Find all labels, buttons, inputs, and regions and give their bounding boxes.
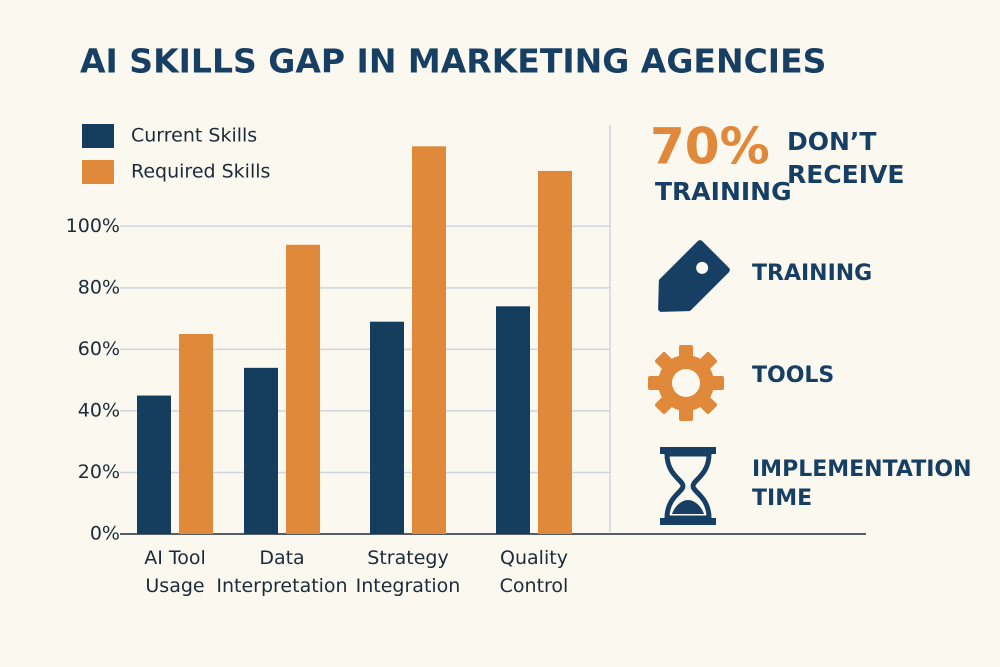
bar (496, 306, 530, 534)
y-tick-label: 100% (66, 215, 120, 237)
legend-label: Current Skills (131, 125, 257, 147)
x-tick-label: AI Tool Usage (144, 547, 206, 597)
bar (286, 244, 320, 534)
hourglass-icon (660, 447, 716, 525)
barrier-label: IMPLEMENTATION TIME (752, 457, 972, 511)
y-tick-label: 40% (78, 399, 120, 421)
stat-text: RECEIVE (787, 160, 904, 189)
bar (412, 146, 446, 535)
legend-swatch (82, 124, 114, 148)
barrier-label: TRAINING (752, 261, 872, 286)
y-tick-label: 80% (78, 276, 120, 298)
tag-icon (658, 240, 730, 312)
bar (179, 334, 213, 534)
bar (137, 395, 171, 534)
y-tick-label: 20% (78, 461, 120, 483)
stat: 70% (650, 118, 770, 176)
stat-text: TRAINING (655, 177, 792, 206)
x-tick-label: Quality Control (500, 547, 569, 597)
x-tick-label: Data Interpretation (216, 547, 347, 597)
legend-swatch (82, 160, 114, 184)
y-tick-label: 0% (90, 523, 120, 545)
legend-label: Required Skills (131, 161, 270, 183)
chart-title: AI SKILLS GAP IN MARKETING AGENCIES (80, 42, 826, 81)
bar (370, 321, 404, 534)
stat-text: DON’T (787, 127, 876, 156)
barrier-label: TOOLS (752, 363, 834, 388)
x-tick-label: Strategy Integration (356, 547, 461, 597)
bar (538, 170, 572, 534)
gear-icon (648, 345, 724, 421)
y-tick-label: 60% (78, 338, 120, 360)
bar (244, 367, 278, 534)
